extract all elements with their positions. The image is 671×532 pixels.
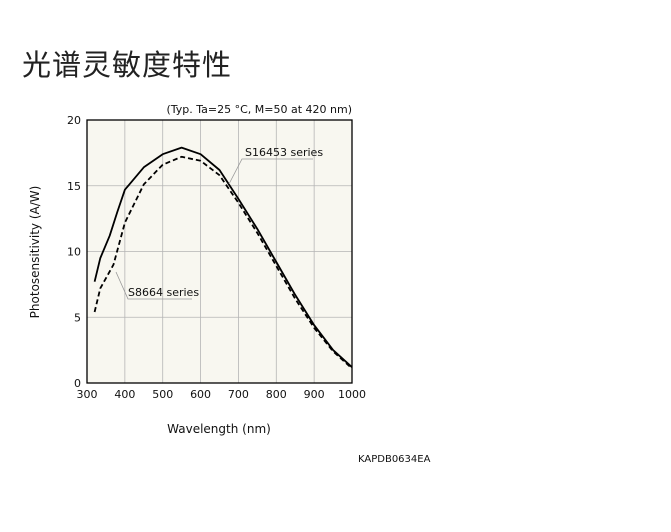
x-tick-label: 300 <box>77 388 98 401</box>
series-line-s8664 <box>93 155 353 370</box>
tick-labels: 300 400 500 600 700 800 900 1000 0 5 10 15 20 <box>67 114 366 401</box>
chart-code: KAPDB0634EA <box>358 454 431 465</box>
y-axis-label: Photosensitivity (A/W) <box>28 186 42 319</box>
plot-frame <box>86 119 353 384</box>
page-title: 光谱灵敏度特性 <box>22 48 233 82</box>
leader-line-s8664 <box>115 271 192 300</box>
x-tick-label: 1000 <box>338 388 366 401</box>
x-tick-label: 700 <box>228 388 249 401</box>
y-tick-label: 10 <box>67 246 81 259</box>
series-line-s16453 <box>93 146 353 368</box>
leader-line-s16453 <box>228 158 313 185</box>
series-lines <box>93 146 353 370</box>
x-tick-label: 600 <box>190 388 211 401</box>
x-tick-label: 400 <box>114 388 135 401</box>
x-axis-label: Wavelength (nm) <box>167 422 271 436</box>
y-tick-label: 20 <box>67 114 81 127</box>
y-tick-label: 15 <box>67 180 81 193</box>
series-label-s16453: S16453 series <box>245 146 323 159</box>
condition-note: (Typ. Ta=25 °C, M=50 at 420 nm) <box>166 103 352 116</box>
x-tick-label: 800 <box>266 388 287 401</box>
y-tick-label: 5 <box>74 311 81 324</box>
x-tick-label: 500 <box>152 388 173 401</box>
x-tick-label: 900 <box>304 388 325 401</box>
series-label-s8664: S8664 series <box>128 286 199 299</box>
y-tick-label: 0 <box>74 377 81 390</box>
